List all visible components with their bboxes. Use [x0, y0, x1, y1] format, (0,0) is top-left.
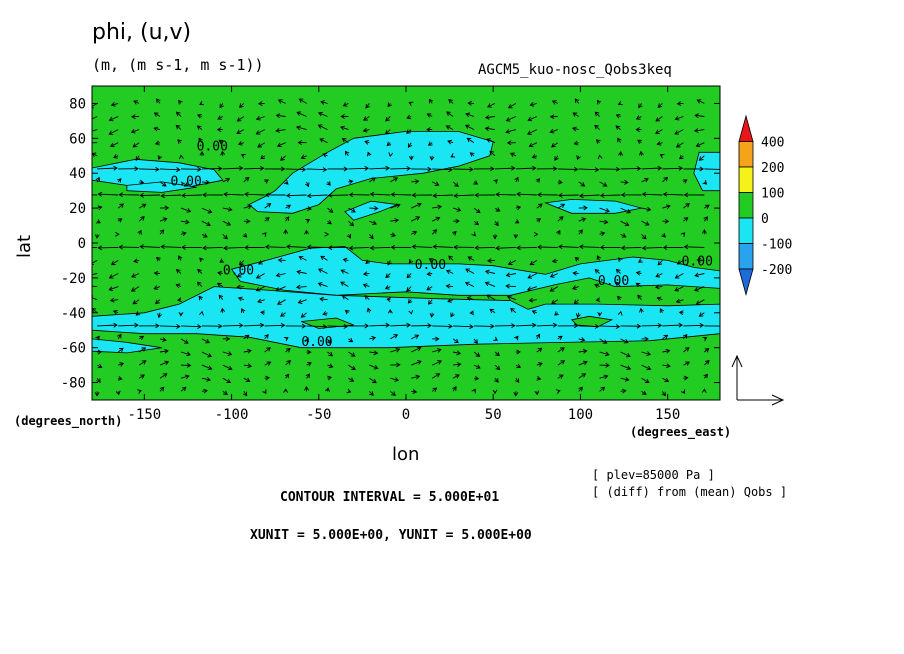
colorbar-label: 200 [761, 161, 784, 176]
negative-region [693, 151, 720, 192]
y-tick-label: 40 [69, 166, 86, 182]
y-tick-label: -20 [61, 271, 86, 287]
x-tick-label: 50 [485, 407, 502, 423]
negative-region [92, 286, 720, 349]
x-tick-label: -50 [306, 407, 331, 423]
reference-vector [731, 354, 785, 406]
y-tick-label: 60 [69, 131, 86, 147]
plev-note: [ plev=85000 Pa ] [592, 468, 715, 482]
negative-region [344, 200, 399, 221]
colorbar-label: -200 [761, 263, 792, 278]
colorbar-segment [738, 141, 754, 168]
colorbar-segment [738, 192, 754, 219]
wind-vectors [92, 98, 720, 397]
x-tick-label: -100 [215, 407, 249, 423]
contour-label: 0.00 [598, 274, 629, 289]
contour-interval: CONTOUR INTERVAL = 5.000E+01 [280, 490, 500, 505]
diff-note: [ (diff) from (mean) Qobs ] [592, 485, 788, 499]
y-unit-label: (degrees_north) [14, 414, 123, 428]
y-tick-label: 0 [78, 236, 86, 252]
x-tick-label: 0 [402, 407, 410, 423]
y-tick-label: 20 [69, 201, 86, 217]
contour-label: 0.00 [197, 140, 228, 155]
x-tick-label: 100 [568, 407, 593, 423]
colorbar-label: 0 [761, 212, 769, 227]
contour-label: 0.00 [171, 174, 202, 189]
y-tick-label: -40 [61, 306, 86, 322]
chart-units: (m, (m s-1, m s-1)) [92, 56, 264, 74]
x-axis-label: lon [392, 444, 420, 465]
x-ticks: -150 -100 -50 0 50 100 150 [127, 86, 680, 423]
positive-region [570, 315, 614, 328]
model-label: AGCM5_kuo-nosc_Qobs3keq [478, 62, 672, 78]
colorbar-label: -100 [761, 238, 792, 253]
x-tick-label: -150 [127, 407, 161, 423]
negative-regions [92, 130, 720, 354]
y-ticks: 80 60 40 20 0 -20 -40 -60 -80 [61, 96, 720, 392]
x-unit-label: (degrees_east) [630, 425, 732, 439]
colorbar-segment [738, 166, 754, 193]
negative-region [92, 158, 224, 188]
x-tick-label: 150 [655, 407, 680, 423]
negative-region [248, 130, 494, 214]
contour-label: 0.00 [301, 335, 332, 350]
colorbar-segment [738, 268, 754, 297]
y-tick-label: -80 [61, 376, 86, 392]
contour-label: 0.00 [223, 263, 254, 278]
negative-region [126, 181, 197, 193]
colorbar: 400 200 100 0 -100 -200 [738, 114, 792, 297]
colorbar-label: 400 [761, 136, 784, 151]
contour-label: 0.00 [682, 255, 713, 270]
y-tick-label: 80 [69, 96, 86, 112]
colorbar-label: 100 [761, 187, 784, 202]
vector-units: XUNIT = 5.000E+00, YUNIT = 5.000E+00 [250, 528, 532, 543]
contour-labels: 0.00 0.00 0.00 0.00 0.00 0.00 0.00 [171, 140, 713, 350]
y-tick-label: -60 [61, 341, 86, 357]
colorbar-segment [738, 217, 754, 244]
colorbar-segment [738, 114, 754, 142]
colorbar-segment [738, 243, 754, 270]
contour-label: 0.00 [415, 258, 446, 273]
chart-title: phi, (u,v) [92, 20, 192, 45]
